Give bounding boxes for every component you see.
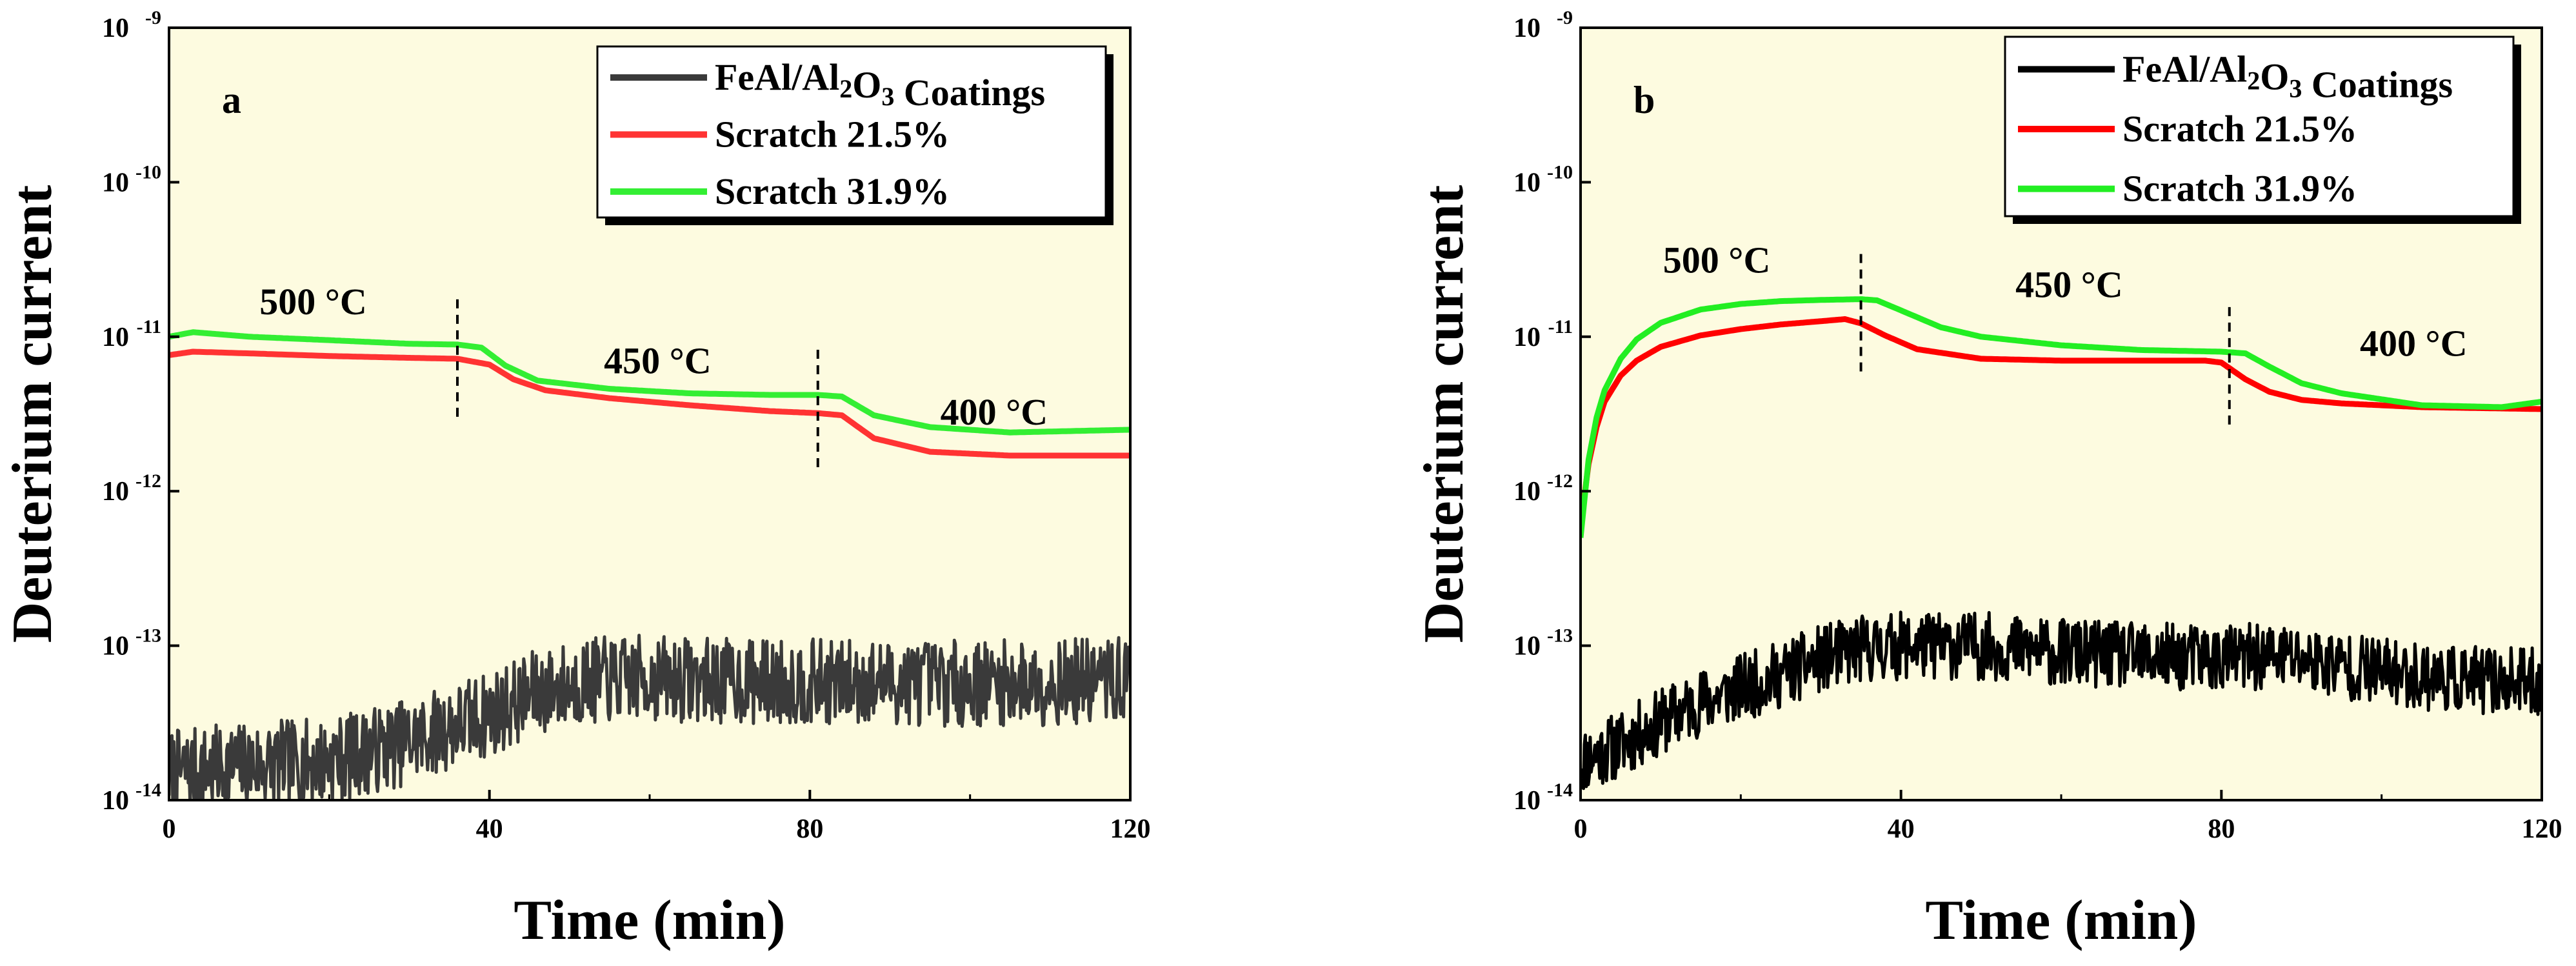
x-axis-title: Time (min) xyxy=(514,889,785,952)
formula-part: FeAl/Al xyxy=(715,56,839,98)
panel-label: a xyxy=(222,79,241,121)
x-tick-label: 120 xyxy=(1110,814,1151,844)
y-tick-exponent: -9 xyxy=(1557,7,1573,28)
formula-part: Coatings xyxy=(2302,63,2453,105)
y-tick-exponent: -13 xyxy=(1547,625,1573,647)
y-tick-exponent: -14 xyxy=(1547,780,1573,801)
y-tick-label: 10 xyxy=(1513,168,1541,197)
series-line-1 xyxy=(169,348,1130,459)
formula-part: FeAl/Al xyxy=(2122,48,2247,90)
y-tick-label: 10 xyxy=(1513,323,1541,352)
series-line-2 xyxy=(1581,296,2542,538)
y-tick-label: 10 xyxy=(102,632,129,661)
legend-label-0: FeAl/Al2O3 Coatings xyxy=(715,56,1045,114)
series-line-1 xyxy=(1581,316,2542,526)
x-axis-title: Time (min) xyxy=(1925,889,2197,952)
chart-panel-b: 0 40 80 120 10 -14 10 -13 10 -12 10 -11 10 -10 10 -9 Tim… xyxy=(1413,7,2562,952)
subscript: 2 xyxy=(839,74,852,103)
temperature-annotation: 500 °C xyxy=(259,281,367,323)
y-tick-label: 10 xyxy=(102,786,129,816)
temperature-annotation: 400 °C xyxy=(941,391,1048,433)
x-tick-label: 0 xyxy=(163,814,176,844)
y-tick-label: 10 xyxy=(102,14,129,43)
temperature-annotation: 450 °C xyxy=(604,339,712,381)
legend-label-1: Scratch 21.5% xyxy=(715,114,950,156)
y-tick-label: 10 xyxy=(102,477,129,507)
subscript: 2 xyxy=(2247,66,2260,95)
series-line-2 xyxy=(169,329,1130,436)
y-tick-exponent: -9 xyxy=(145,7,161,28)
x-tick-label: 0 xyxy=(1574,814,1588,844)
y-tick-exponent: -12 xyxy=(135,470,161,492)
subscript: 3 xyxy=(2289,74,2302,103)
y-tick-label: 10 xyxy=(102,323,129,352)
panel-label: b xyxy=(1633,79,1655,121)
y-tick-exponent: -14 xyxy=(135,780,161,801)
y-tick-label: 10 xyxy=(102,168,129,197)
y-tick-label: 10 xyxy=(1513,632,1541,661)
y-axis-title: Deuterium current xyxy=(1,185,64,643)
y-axis-title: Deuterium current xyxy=(1413,185,1475,643)
subscript: 3 xyxy=(881,82,894,111)
legend-label-1: Scratch 21.5% xyxy=(2122,108,2357,150)
y-tick-exponent: -12 xyxy=(1547,470,1573,492)
series-group xyxy=(169,329,1130,800)
y-tick-exponent: -11 xyxy=(1548,316,1573,337)
formula-part: O xyxy=(852,64,881,106)
legend-label-2: Scratch 31.9% xyxy=(715,170,950,212)
series-line-0 xyxy=(169,634,1130,800)
y-tick-label: 10 xyxy=(1513,14,1541,43)
x-tick-label: 80 xyxy=(2208,814,2235,844)
y-tick-exponent: -13 xyxy=(135,625,161,647)
x-tick-label: 80 xyxy=(796,814,823,844)
legend-label-2: Scratch 31.9% xyxy=(2122,168,2357,210)
y-tick-exponent: -10 xyxy=(1547,161,1573,183)
x-tick-label: 120 xyxy=(2522,814,2562,844)
y-tick-exponent: -10 xyxy=(135,161,161,183)
series-group xyxy=(1581,296,2542,790)
y-tick-exponent: -11 xyxy=(137,316,161,337)
temperature-annotation: 450 °C xyxy=(2015,264,2123,306)
formula-part: Coatings xyxy=(894,72,1045,114)
formula-part: O xyxy=(2260,55,2289,97)
series-line-0 xyxy=(1581,610,2542,790)
x-tick-label: 40 xyxy=(1888,814,1915,844)
temperature-annotation: 500 °C xyxy=(1663,239,1771,281)
y-tick-label: 10 xyxy=(1513,477,1541,507)
chart-panel-a: 0 40 80 120 10 -14 10 -13 10 -12 10 -11 10 -10 10 -9 Tim… xyxy=(1,7,1151,952)
legend-label-0: FeAl/Al2O3 Coatings xyxy=(2122,48,2453,105)
x-tick-label: 40 xyxy=(476,814,503,844)
y-tick-label: 10 xyxy=(1513,786,1541,816)
temperature-annotation: 400 °C xyxy=(2360,323,2468,365)
